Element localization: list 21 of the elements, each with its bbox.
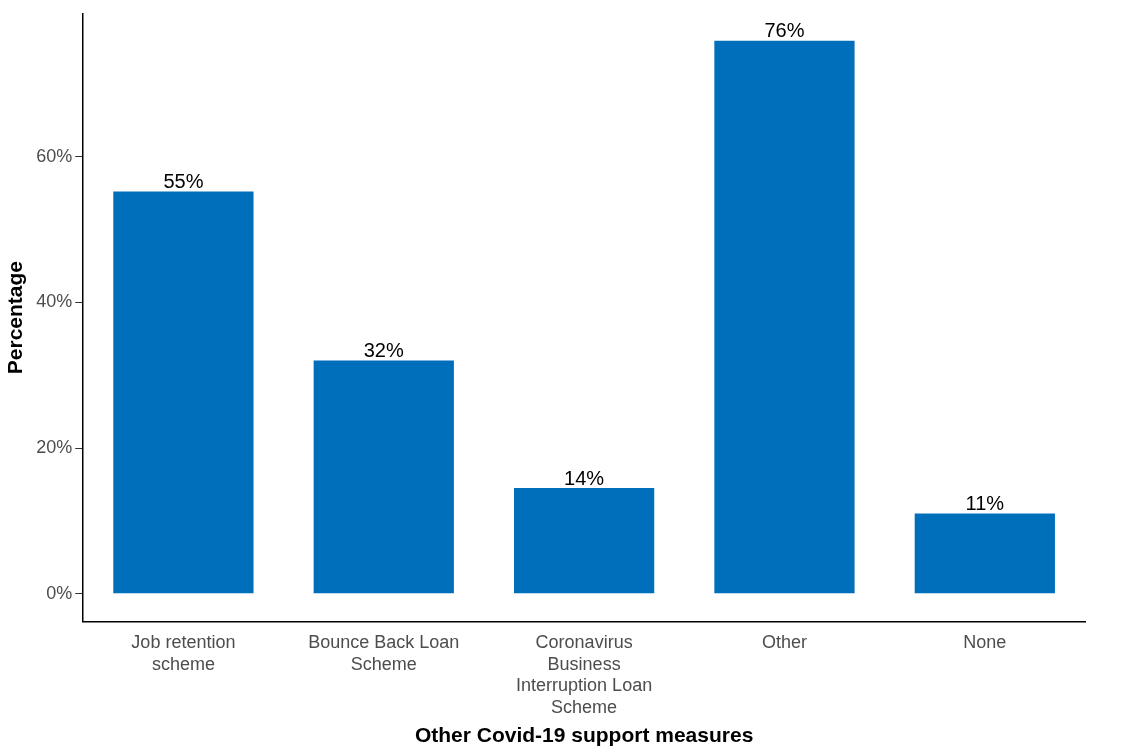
y-tick-label: 60% [36, 145, 73, 166]
y-tick-label: 0% [46, 582, 73, 603]
y-tick-label: 20% [36, 436, 73, 457]
bar [113, 191, 254, 594]
bar [914, 513, 1055, 594]
x-axis-title: Other Covid-19 support measures [414, 723, 754, 747]
data-label: 11% [965, 492, 1005, 515]
bar [513, 488, 655, 594]
data-label: 55% [163, 170, 204, 193]
y-tick-label: 40% [36, 291, 73, 312]
bar [714, 40, 855, 594]
bar [313, 360, 454, 594]
data-label: 76% [764, 19, 805, 42]
x-tick-label: Job retention scheme [131, 632, 236, 674]
data-label: 32% [363, 339, 404, 362]
data-label: 14% [564, 466, 605, 489]
x-tick-label: None [963, 632, 1007, 653]
x-tick-label: Bounce Back Loan Scheme [308, 632, 460, 674]
x-tick-label: Other [761, 632, 807, 653]
y-axis-title: Percentage [3, 260, 27, 375]
x-tick-label: Coronavirus Business Interruption Loan Scheme [516, 632, 653, 717]
